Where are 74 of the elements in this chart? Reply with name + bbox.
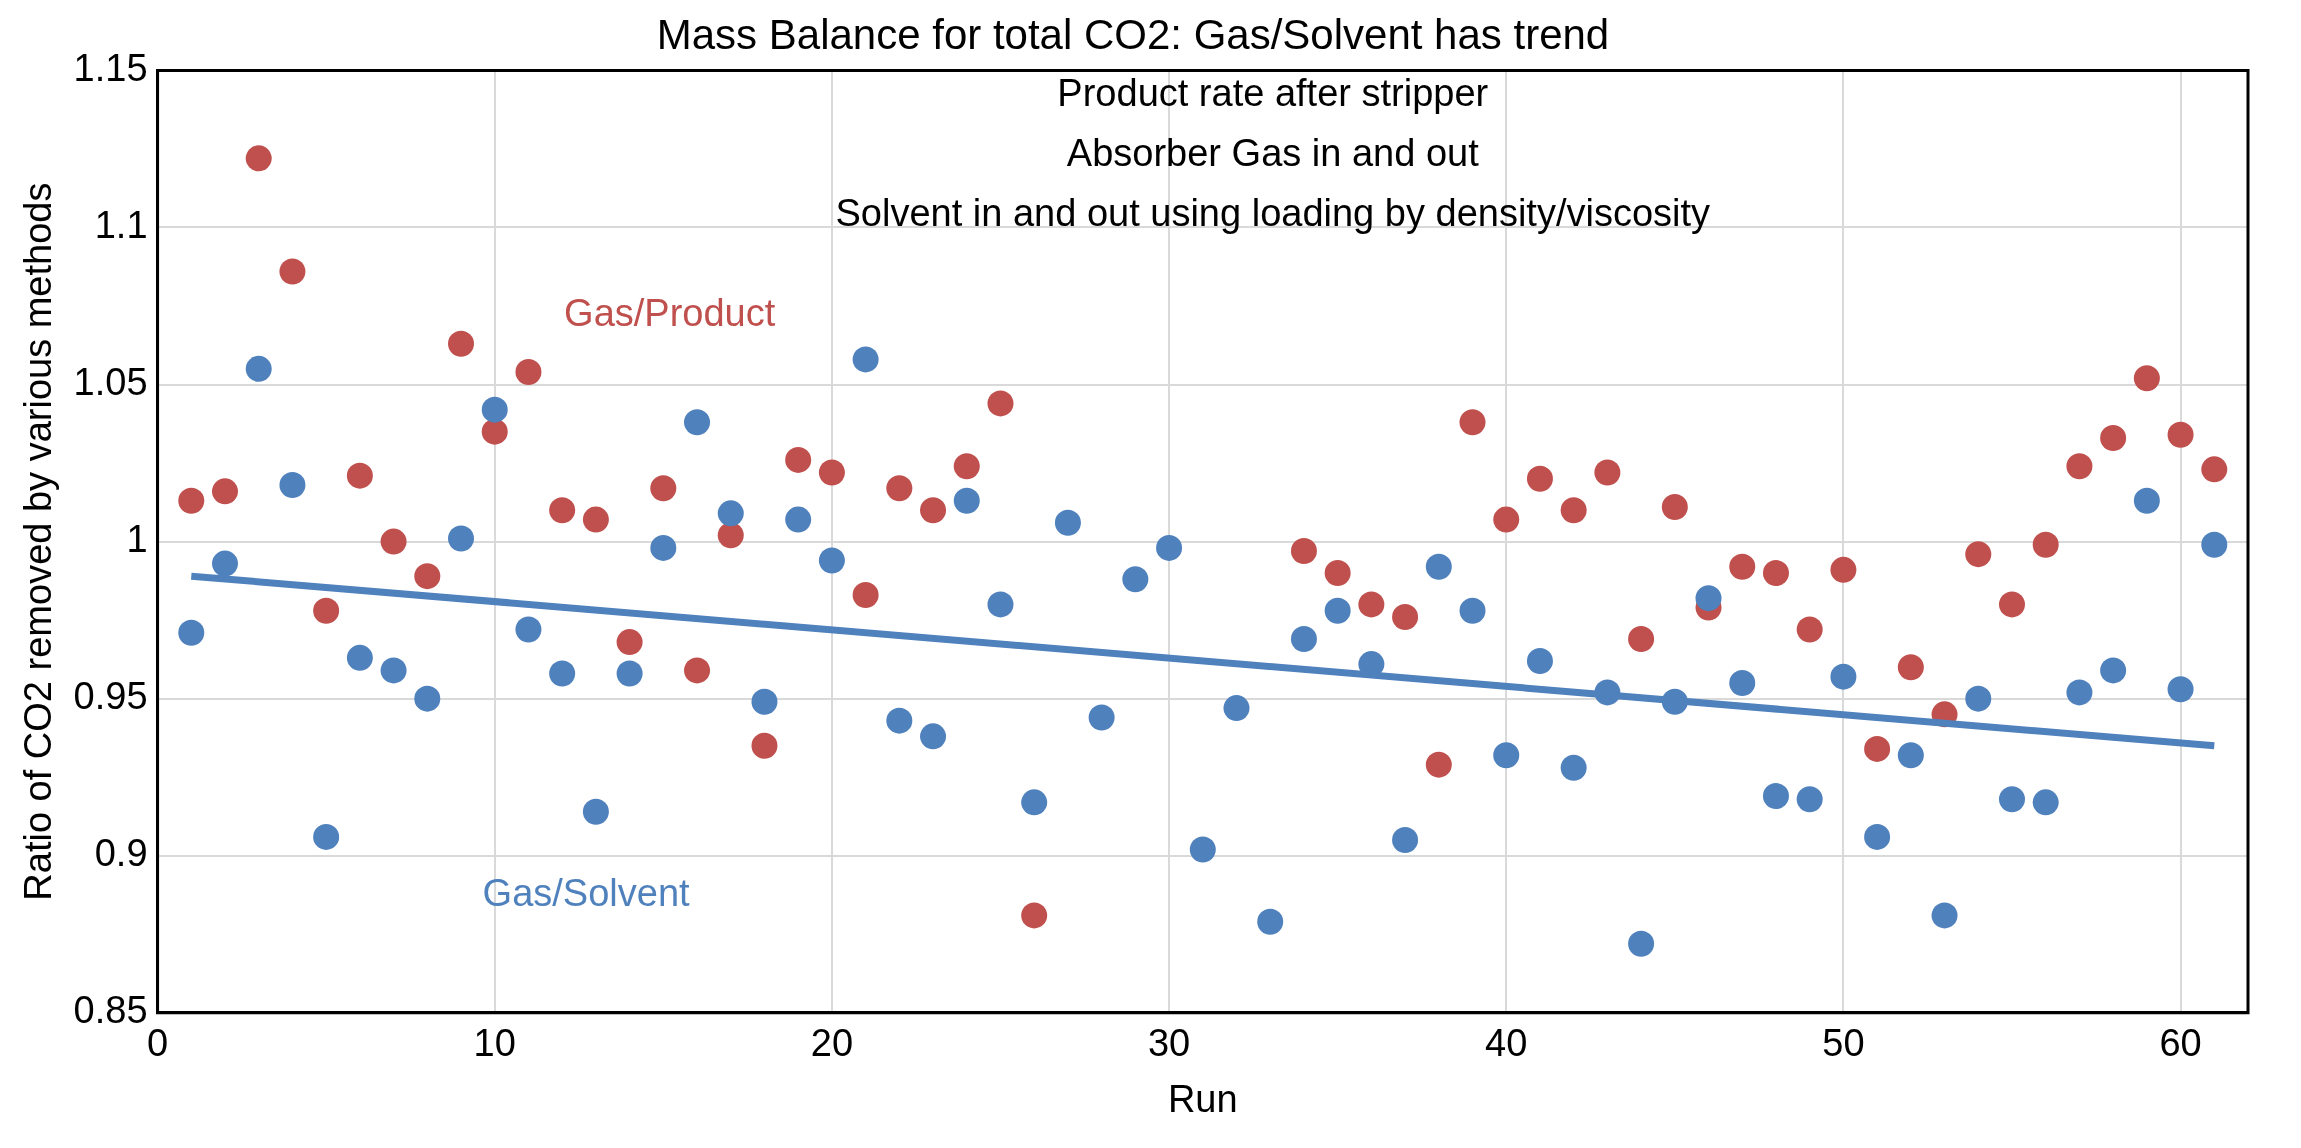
series-label: Gas/Solvent bbox=[482, 871, 691, 914]
y-tick-label: 0.95 bbox=[73, 675, 148, 718]
point bbox=[684, 657, 711, 684]
point bbox=[211, 478, 238, 505]
point bbox=[1493, 506, 1520, 533]
point bbox=[886, 475, 913, 502]
point bbox=[245, 145, 272, 172]
point bbox=[279, 258, 306, 285]
point bbox=[2100, 424, 2127, 451]
point bbox=[2201, 456, 2228, 483]
y-tick-label: 0.9 bbox=[94, 832, 148, 875]
point bbox=[1864, 735, 1891, 762]
point bbox=[1425, 751, 1452, 778]
point bbox=[1998, 591, 2025, 618]
x-tick-label: 20 bbox=[810, 1022, 854, 1065]
point bbox=[2133, 365, 2160, 392]
point bbox=[1526, 465, 1553, 492]
point bbox=[1290, 538, 1317, 565]
point bbox=[650, 475, 677, 502]
point bbox=[414, 563, 441, 590]
y-tick-label: 0.85 bbox=[73, 989, 148, 1032]
point bbox=[313, 597, 340, 624]
point bbox=[1729, 553, 1756, 580]
point bbox=[346, 462, 373, 489]
point bbox=[582, 506, 609, 533]
point bbox=[1324, 560, 1351, 587]
y-tick-label: 1.1 bbox=[94, 203, 148, 246]
point bbox=[852, 582, 879, 608]
point bbox=[1459, 409, 1486, 436]
point bbox=[448, 330, 475, 357]
annotation: Product rate after stripper bbox=[1057, 71, 1489, 114]
point bbox=[1560, 497, 1587, 524]
point bbox=[515, 358, 542, 385]
annotation: Solvent in and out using loading by density/viscosity bbox=[835, 191, 1711, 234]
point bbox=[1965, 541, 1992, 568]
point bbox=[2167, 421, 2194, 448]
point bbox=[1661, 494, 1688, 521]
y-tick-label: 1 bbox=[126, 518, 148, 561]
point bbox=[1762, 560, 1789, 587]
point bbox=[380, 528, 407, 555]
point bbox=[1628, 625, 1655, 652]
point bbox=[953, 453, 980, 480]
point bbox=[1796, 616, 1823, 643]
point bbox=[616, 629, 643, 656]
annotation: Absorber Gas in and out bbox=[1066, 131, 1480, 174]
point bbox=[717, 522, 744, 549]
point bbox=[2066, 453, 2093, 480]
y-tick-label: 1.05 bbox=[73, 361, 148, 404]
x-tick-label: 30 bbox=[1147, 1022, 1191, 1065]
point bbox=[481, 418, 508, 445]
x-tick-label: 60 bbox=[2159, 1022, 2202, 1065]
x-tick-label: 50 bbox=[1822, 1022, 1865, 1065]
point bbox=[1830, 556, 1857, 583]
point bbox=[549, 497, 576, 524]
point bbox=[987, 390, 1014, 417]
point bbox=[818, 459, 845, 486]
point bbox=[1358, 591, 1385, 618]
x-tick-label: 40 bbox=[1485, 1022, 1528, 1065]
point bbox=[785, 446, 812, 473]
point bbox=[178, 487, 205, 514]
point bbox=[1392, 603, 1419, 630]
point bbox=[920, 497, 947, 524]
x-axis-title: Run bbox=[1167, 1077, 1238, 1120]
series-label: Gas/Product bbox=[564, 292, 776, 335]
y-axis-title: Ratio of CO2 removed by various methods bbox=[17, 182, 60, 901]
point bbox=[1897, 654, 1924, 681]
point bbox=[1594, 459, 1621, 486]
x-tick-label: 0 bbox=[146, 1022, 169, 1065]
point bbox=[1021, 902, 1048, 929]
x-tick-label: 10 bbox=[473, 1022, 516, 1065]
y-tick-label: 1.15 bbox=[73, 46, 148, 89]
point bbox=[751, 732, 778, 759]
chart-title: Mass Balance for total CO2: Gas/Solvent has trend bbox=[656, 10, 1610, 58]
point bbox=[2032, 531, 2059, 558]
